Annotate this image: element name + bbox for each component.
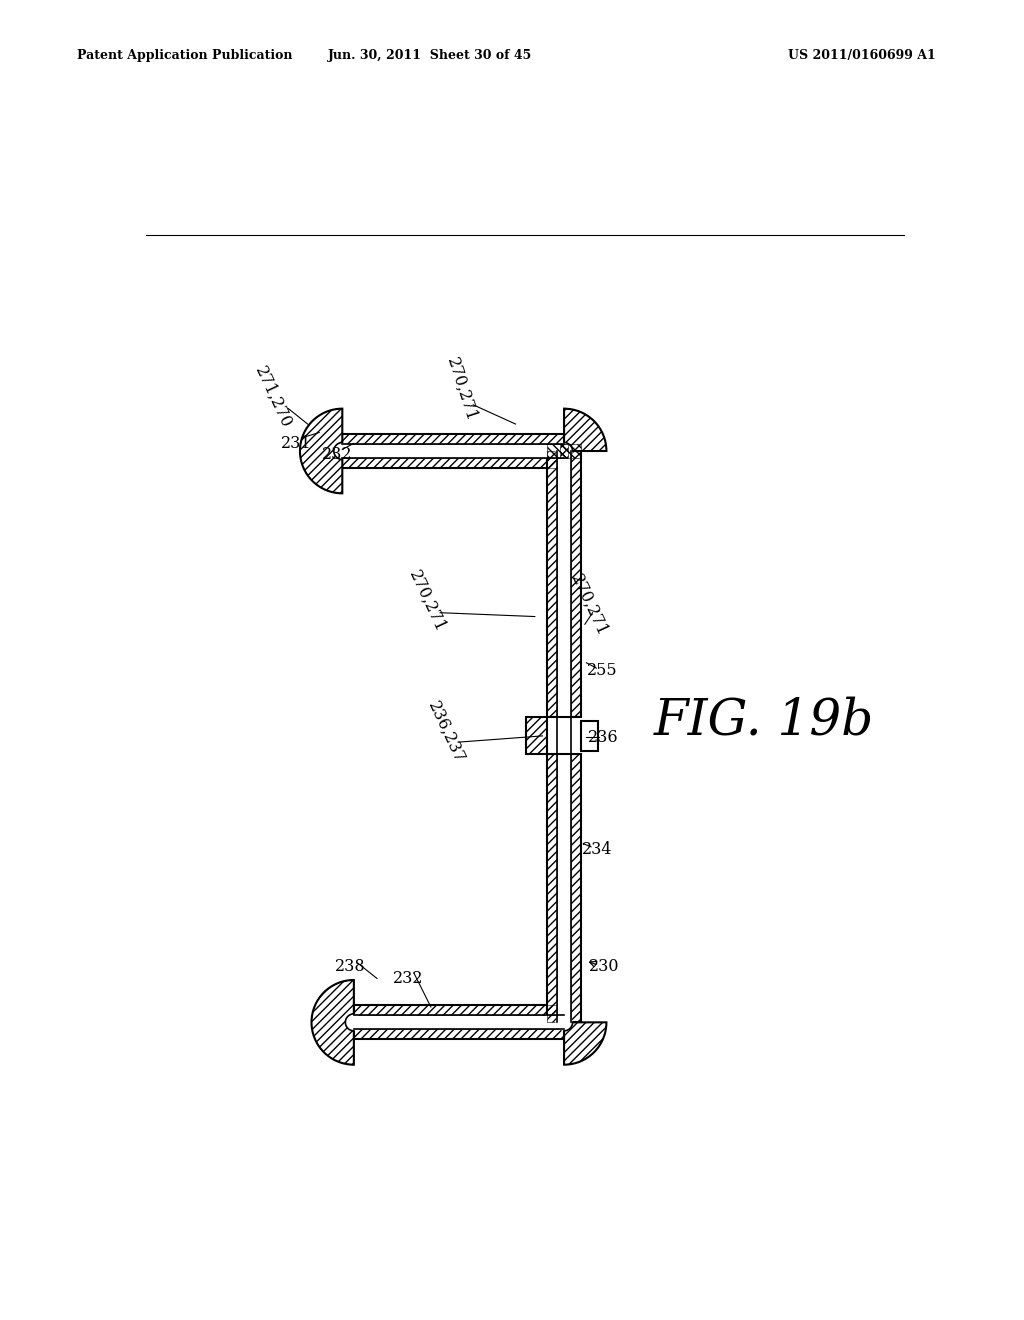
Text: Patent Application Publication: Patent Application Publication xyxy=(77,49,292,62)
Text: 232: 232 xyxy=(392,970,423,987)
Text: 232: 232 xyxy=(322,446,352,463)
Bar xyxy=(354,1006,564,1039)
Bar xyxy=(571,755,581,1022)
Text: 238: 238 xyxy=(335,958,366,975)
Bar xyxy=(581,721,598,751)
Bar xyxy=(354,1015,564,1030)
Wedge shape xyxy=(311,979,354,1065)
Text: 234: 234 xyxy=(582,841,612,858)
Wedge shape xyxy=(345,1014,362,1031)
Bar xyxy=(557,755,571,1022)
Text: 255: 255 xyxy=(587,661,617,678)
Wedge shape xyxy=(564,1022,606,1065)
Bar xyxy=(342,444,564,458)
Bar xyxy=(525,718,547,755)
Text: 271,270: 271,270 xyxy=(251,363,295,430)
Bar xyxy=(547,444,581,458)
Wedge shape xyxy=(564,442,572,451)
Bar xyxy=(557,451,571,718)
Bar xyxy=(571,451,581,718)
Wedge shape xyxy=(300,409,342,494)
Text: 270,271: 270,271 xyxy=(443,355,480,424)
Bar xyxy=(547,451,557,718)
Bar xyxy=(547,718,582,755)
Text: US 2011/0160699 A1: US 2011/0160699 A1 xyxy=(788,49,936,62)
Wedge shape xyxy=(564,409,606,451)
Text: 270,271: 270,271 xyxy=(406,568,449,635)
Wedge shape xyxy=(556,1014,572,1031)
Wedge shape xyxy=(334,442,351,459)
Text: 236,237: 236,237 xyxy=(425,698,468,766)
Bar xyxy=(547,451,581,718)
Wedge shape xyxy=(334,442,342,459)
Text: FIG. 19b: FIG. 19b xyxy=(654,696,874,746)
Bar xyxy=(342,434,564,469)
Text: 236: 236 xyxy=(588,729,618,746)
Bar xyxy=(525,718,547,755)
Text: 231: 231 xyxy=(281,434,311,451)
Text: Jun. 30, 2011  Sheet 30 of 45: Jun. 30, 2011 Sheet 30 of 45 xyxy=(328,49,532,62)
Bar xyxy=(354,1030,564,1039)
Wedge shape xyxy=(564,1022,572,1031)
Wedge shape xyxy=(556,442,572,459)
Bar xyxy=(547,755,581,1022)
Bar xyxy=(560,444,568,458)
Bar xyxy=(354,1006,564,1015)
Bar xyxy=(547,755,557,1022)
Text: 230: 230 xyxy=(589,958,620,975)
Text: 270,271: 270,271 xyxy=(567,572,610,639)
Wedge shape xyxy=(345,1014,354,1031)
Bar xyxy=(342,434,564,444)
Bar xyxy=(342,458,564,469)
